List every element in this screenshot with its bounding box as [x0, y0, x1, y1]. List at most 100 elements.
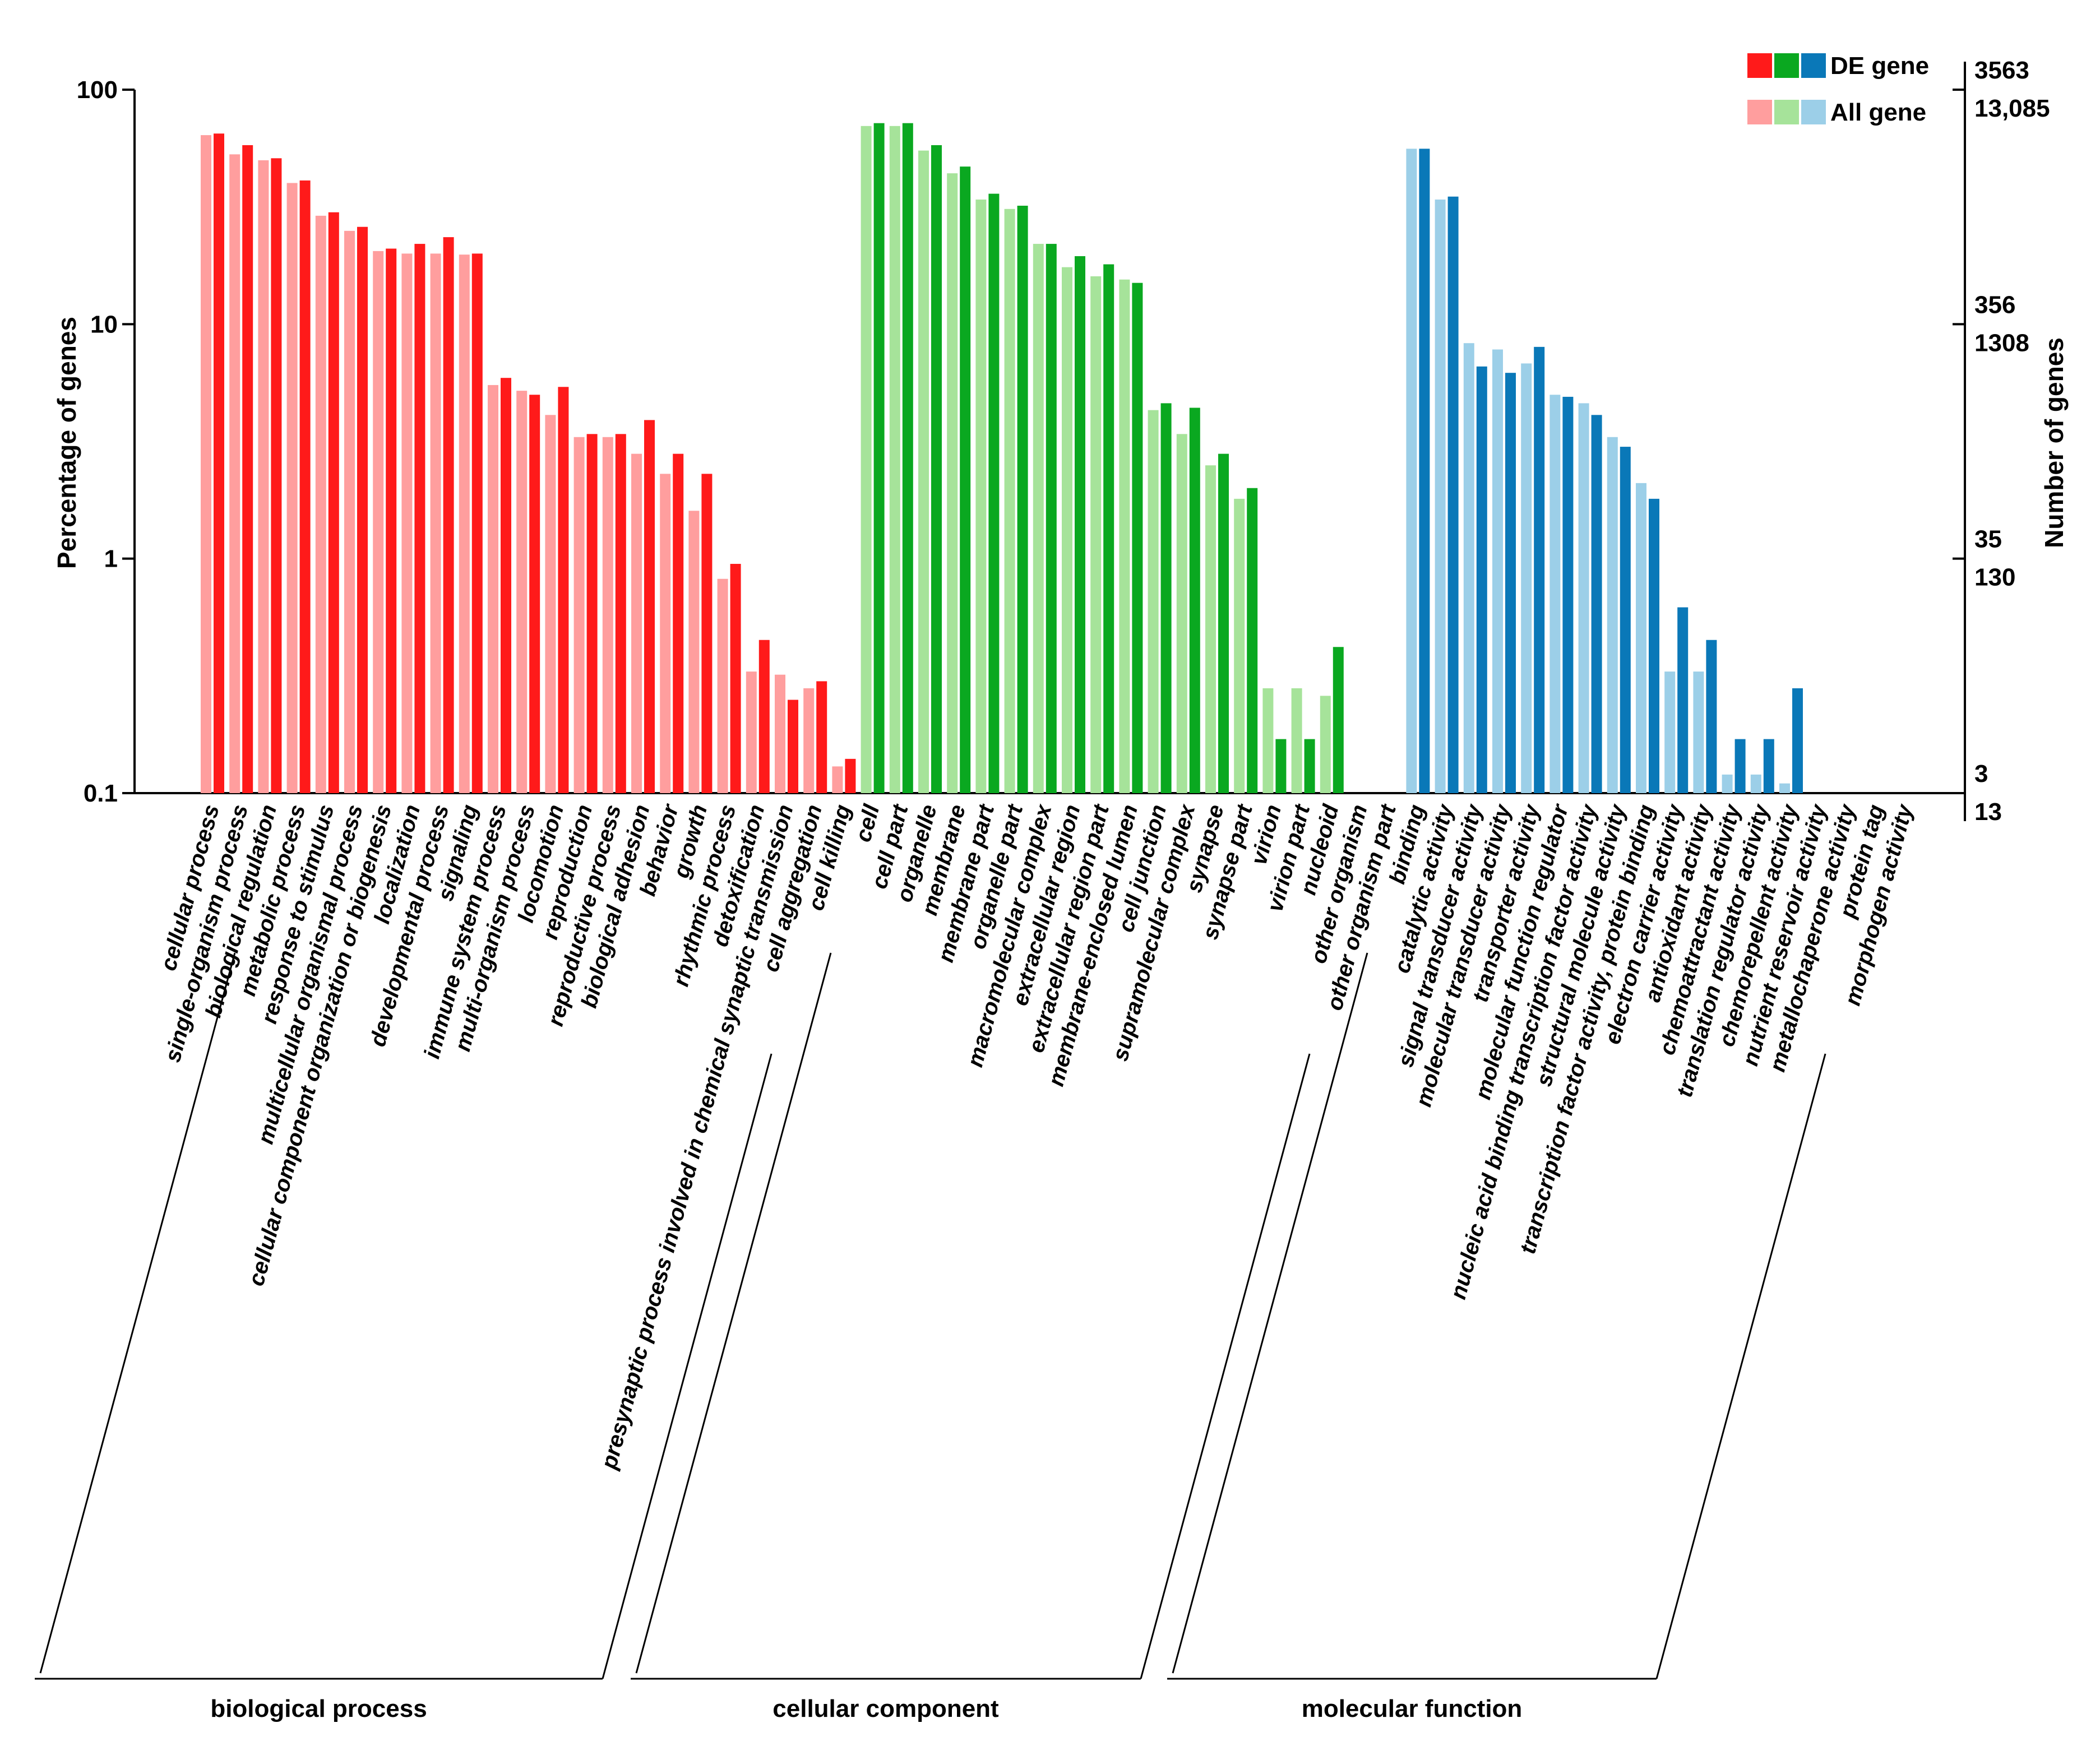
bar-all-signal-transducer-activity — [1463, 343, 1474, 793]
right-tick-label-all: 1308 — [1974, 329, 2029, 356]
bar-de-response-to-stimulus — [328, 212, 339, 794]
bar-de-reproduction — [586, 434, 598, 793]
bar-all-reproduction — [573, 437, 585, 793]
bar-de-virion-part — [1304, 739, 1315, 793]
bar-all-single-organism-process — [229, 154, 240, 793]
bar-de-biological-regulation — [271, 158, 282, 793]
bar-all-signaling — [459, 254, 470, 793]
bar-de-organelle-part — [1017, 206, 1028, 794]
bar-de-binding — [1419, 149, 1430, 794]
bars — [201, 123, 1803, 794]
legend-swatch-de — [1774, 53, 1799, 78]
bar-all-virion-part — [1291, 688, 1302, 793]
group-label: cellular component — [773, 1695, 999, 1722]
legend-swatch-all — [1747, 100, 1772, 124]
bar-all-organelle — [918, 150, 929, 793]
bar-de-cell-killing — [845, 758, 856, 793]
bar-all-antioxidant-activity — [1693, 671, 1704, 793]
bar-all-multicellular-organismal-process — [344, 230, 355, 793]
group-bracket-right-edge — [1140, 1053, 1311, 1679]
y-tick-label: 100 — [77, 76, 118, 104]
bar-de-cell-junction — [1160, 403, 1172, 793]
bar-all-transporter-activity — [1521, 363, 1532, 793]
bar-de-signal-transducer-activity — [1476, 366, 1487, 793]
bar-all-multi-organism-process — [516, 391, 528, 793]
group-label: biological process — [210, 1695, 427, 1722]
bar-de-rhythmic-process — [730, 563, 741, 793]
bar-de-membrane — [960, 166, 971, 794]
bar-de-locomotion — [558, 387, 569, 793]
bar-all-cellular-process — [201, 135, 211, 793]
bar-de-immune-system-process — [501, 378, 511, 793]
bar-de-multi-organism-process — [529, 395, 540, 793]
bar-all-localization — [401, 253, 413, 793]
bar-de-organelle — [931, 145, 942, 793]
bar-all-synapse-part — [1234, 498, 1245, 793]
bar-de-catalytic-activity — [1447, 196, 1459, 793]
bar-de-cell-part — [902, 123, 913, 793]
bar-de-growth — [701, 474, 713, 793]
bar-all-rhythmic-process — [717, 578, 728, 793]
bar-de-cell — [873, 123, 885, 793]
bar-all-binding — [1406, 149, 1417, 794]
bar-de-transporter-activity — [1534, 346, 1545, 793]
bar-all-organelle-part — [1004, 209, 1015, 793]
bar-all-behavior — [660, 474, 671, 793]
bar-de-presynaptic-process-involved-in-chemical-synaptic-transmission — [788, 700, 798, 793]
bar-all-membrane-enclosed-lumen — [1119, 279, 1130, 793]
bar-all-cell-junction — [1148, 410, 1159, 793]
bar-de-molecular-transducer-activity — [1505, 373, 1516, 793]
bar-all-macromolecular-complex — [1033, 244, 1044, 793]
right-tick-label-all: 130 — [1974, 564, 2015, 591]
bar-all-virion — [1262, 688, 1274, 793]
legend-label-all: All gene — [1830, 99, 1926, 126]
bar-de-chemorepellent-activity — [1792, 688, 1803, 793]
bar-all-structural-molecule-activity — [1607, 437, 1618, 793]
bar-all-growth — [688, 511, 700, 793]
bar-de-structural-molecule-activity — [1620, 447, 1631, 793]
bar-all-locomotion — [545, 415, 556, 793]
bar-de-membrane-enclosed-lumen — [1132, 282, 1143, 794]
bar-de-cellular-component-organization-or-biogenesis — [386, 248, 397, 793]
bar-all-cell-aggregation — [803, 688, 815, 793]
bar-all-presynaptic-process-involved-in-chemical-synaptic-transmission — [775, 674, 785, 793]
group-bracket-right-edge — [602, 1053, 773, 1679]
right-tick-label-de: 3563 — [1974, 57, 2029, 84]
bar-de-multicellular-organismal-process — [357, 226, 368, 793]
bar-de-chemoattractant-activity — [1734, 739, 1746, 793]
bar-de-behavior — [673, 453, 684, 793]
bar-de-nucleic-acid-binding-transcription-factor-activity — [1591, 415, 1602, 793]
right-tick-label-all: 13 — [1974, 798, 2002, 826]
bar-all-biological-regulation — [258, 160, 269, 793]
bar-de-cellular-process — [214, 133, 224, 794]
legend-swatch-de — [1747, 53, 1772, 78]
bar-de-detoxification — [758, 640, 770, 793]
bar-all-detoxification — [746, 671, 757, 793]
bar-de-reproductive-process — [615, 434, 626, 793]
y-tick-label: 10 — [90, 311, 118, 338]
legend-swatch-all — [1801, 100, 1826, 124]
legend-swatch-de — [1801, 53, 1826, 78]
bar-all-transcription-factor-activity-protein-binding — [1636, 483, 1646, 793]
right-y-axis-title: Number of genes — [2039, 337, 2069, 548]
bar-all-response-to-stimulus — [315, 215, 326, 793]
bar-de-extracellular-region-part — [1103, 264, 1114, 794]
bar-all-membrane — [947, 173, 958, 793]
group-label: molecular function — [1302, 1695, 1523, 1722]
bar-all-cell — [861, 126, 872, 793]
bar-de-metabolic-process — [299, 180, 311, 794]
bar-de-biological-adhesion — [644, 420, 655, 793]
bar-all-reproductive-process — [602, 437, 613, 793]
bar-de-antioxidant-activity — [1706, 640, 1717, 793]
bar-all-molecular-transducer-activity — [1492, 349, 1503, 793]
y-ticks: 0.1 1 10 100 — [77, 76, 135, 807]
bar-all-developmental-process — [430, 253, 441, 793]
bar-de-synapse — [1218, 453, 1229, 793]
group-brackets: biological process cellular component mole… — [35, 952, 1826, 1722]
bar-de-localization — [414, 244, 425, 793]
y-axis-title: Percentage of genes — [52, 317, 81, 569]
bar-all-electron-carrier-activity — [1664, 671, 1676, 793]
bar-de-molecular-function-regulator — [1562, 396, 1574, 793]
bar-all-molecular-function-regulator — [1549, 395, 1561, 793]
